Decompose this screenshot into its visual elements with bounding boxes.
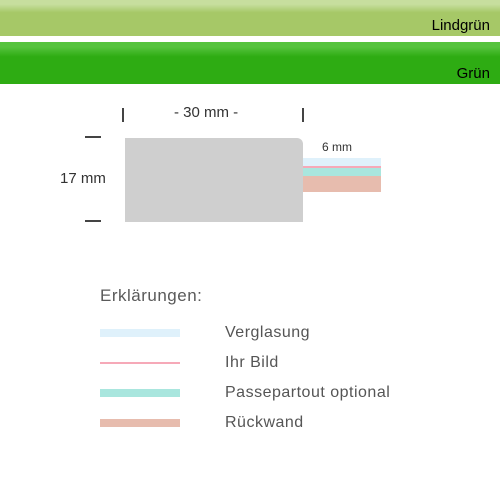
legend-row: Rückwand — [100, 414, 500, 432]
legend-label: Passepartout optional — [225, 384, 390, 402]
swatch-label: Lindgrün — [432, 17, 490, 34]
legend-swatch — [100, 419, 180, 427]
width-dimension-label: - 30 mm - — [174, 104, 238, 121]
height-dimension-label: 17 mm — [60, 170, 106, 187]
layer-passepartout — [303, 168, 381, 176]
swatch-label: Grün — [457, 65, 490, 82]
frame-profile-block — [125, 138, 303, 222]
legend-swatch — [100, 329, 180, 337]
color-swatch-gruen: Grün — [0, 42, 500, 84]
legend-title: Erklärungen: — [100, 286, 500, 306]
layer-backboard — [303, 176, 381, 192]
legend-label: Ihr Bild — [225, 354, 279, 372]
legend-swatch — [100, 389, 180, 397]
dimension-tick — [122, 108, 124, 122]
dimension-tick — [85, 136, 101, 138]
stack-dimension-label: 6 mm — [322, 140, 352, 154]
legend-row: Ihr Bild — [100, 354, 500, 372]
legend-row: Verglasung — [100, 324, 500, 342]
cross-section-diagram: - 30 mm - 17 mm 6 mm — [0, 98, 500, 258]
legend-swatch — [100, 362, 180, 364]
legend-label: Verglasung — [225, 324, 310, 342]
color-swatch-lindgruen: Lindgrün — [0, 0, 500, 36]
dimension-tick — [85, 220, 101, 222]
legend: Erklärungen: Verglasung Ihr Bild Passepa… — [100, 286, 500, 432]
legend-label: Rückwand — [225, 414, 304, 432]
legend-row: Passepartout optional — [100, 384, 500, 402]
layer-glazing — [303, 158, 381, 166]
dimension-tick — [302, 108, 304, 122]
